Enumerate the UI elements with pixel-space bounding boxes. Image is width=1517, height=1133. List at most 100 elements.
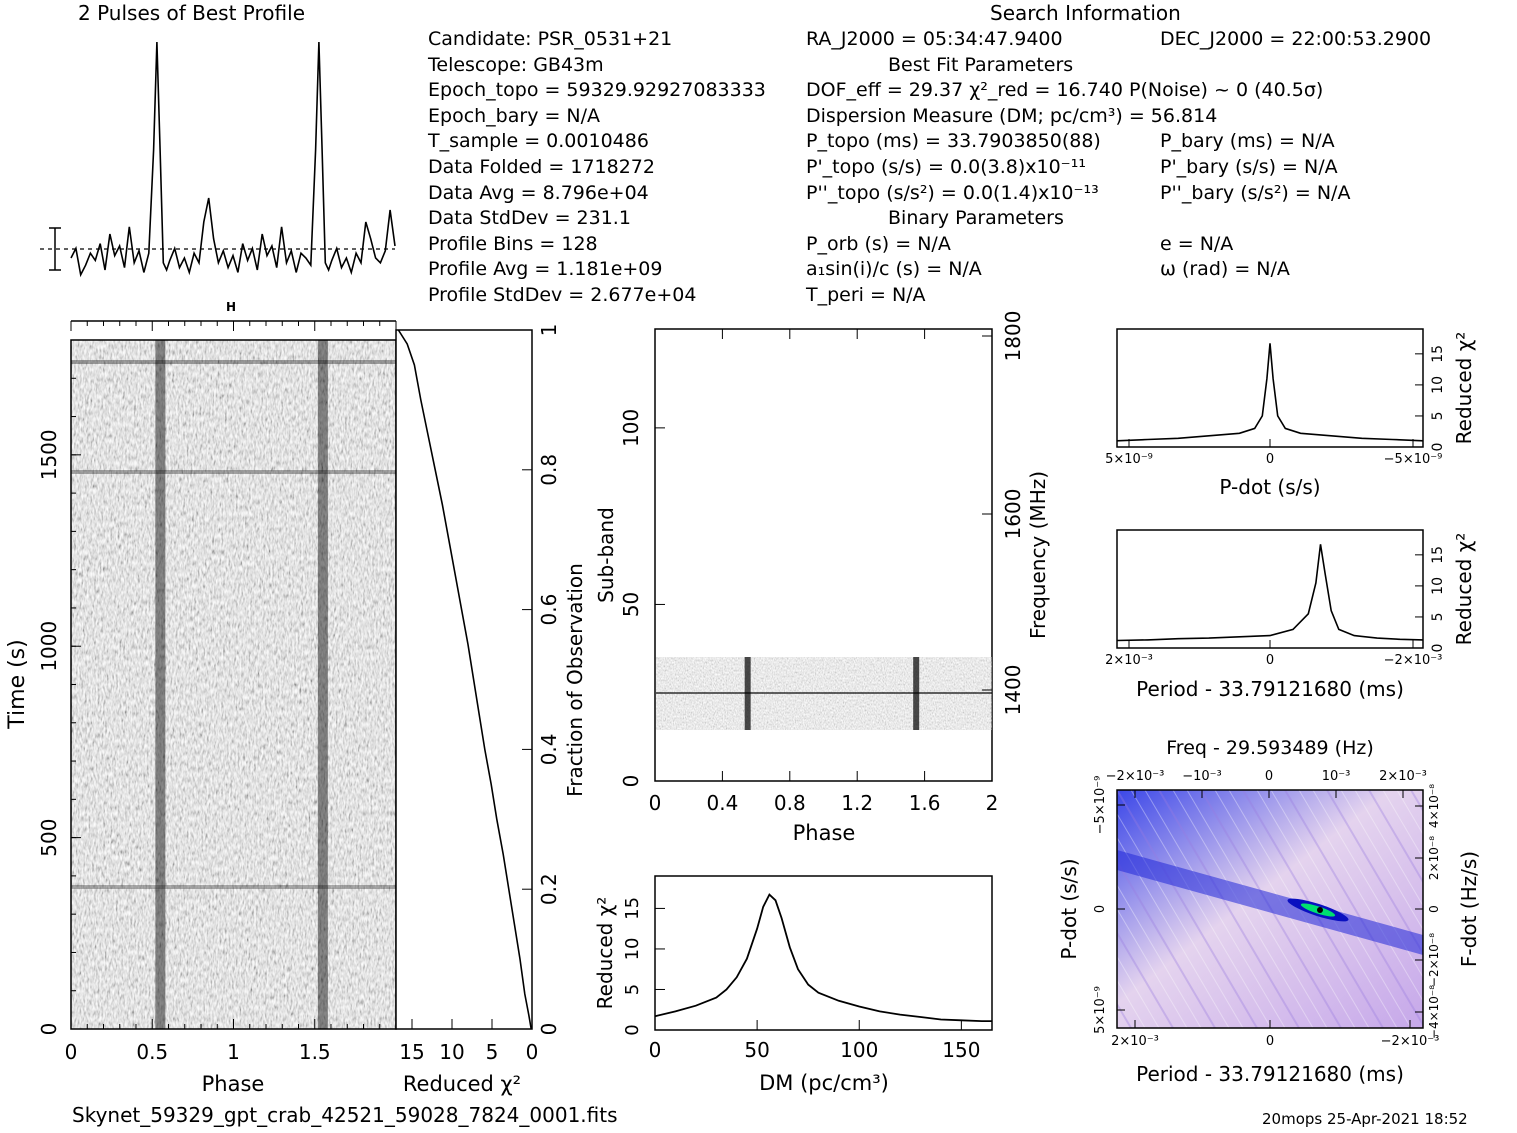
- search-title: Search Information: [990, 1, 1181, 25]
- sb-y2label: Frequency (MHz): [1026, 471, 1050, 639]
- ptopo-line: P_topo (ms) = 33.7903850(88): [806, 130, 1101, 153]
- profile-title: 2 Pulses of Best Profile: [78, 1, 305, 25]
- pdot-xtick-label: 0: [1266, 452, 1274, 467]
- profile-plot: [40, 41, 396, 278]
- dm-xtick-label: 50: [744, 1038, 769, 1062]
- sb-ytick-label: 100: [619, 409, 643, 447]
- sb-xlabel: Phase: [793, 821, 856, 845]
- ra-line: RA_J2000 = 05:34:47.9400: [806, 28, 1063, 50]
- tp-xtick-label: 0.5: [136, 1040, 168, 1064]
- time-stripe-3: [71, 885, 396, 889]
- period-curve: [1116, 544, 1424, 642]
- dm-xtick-label: 100: [840, 1038, 878, 1062]
- period-xtick-label: −2×10⁻³: [1384, 653, 1443, 668]
- tsample-line: T_sample = 0.0010486: [428, 130, 649, 153]
- tc-ytick-label: 0.2: [537, 873, 561, 905]
- tc-ytick-label: 0.6: [537, 594, 561, 626]
- pddtopo-line: P''_topo (s/s²) = 0.0(1.4)x10⁻¹³: [806, 181, 1099, 204]
- sb-xtick-label: 0.4: [706, 791, 738, 815]
- period-ylabel: Reduced χ²: [1452, 533, 1476, 646]
- footer-stamp: 20mops 25-Apr-2021 18:52: [1262, 1110, 1468, 1128]
- dm-panel: 0 50 100 150 0 5 10 15 DM (pc/cm³) Reduced χ²: [593, 875, 993, 1095]
- pbary-line: P_bary (ms) = N/A: [1160, 130, 1335, 153]
- pdot-ytick-label: 15: [1430, 345, 1446, 363]
- time-stripe-2: [71, 470, 396, 474]
- ppdot-ridge: [1117, 850, 1423, 955]
- pdot-ytick-label: 10: [1430, 376, 1446, 394]
- pp-ytick-label: −5×10⁻⁹: [1093, 776, 1108, 835]
- tc-ytick-label: 1: [537, 324, 561, 337]
- pulse-column-2: [317, 340, 328, 1029]
- pdot-xtick-label: 5×10⁻⁹: [1105, 452, 1153, 467]
- sb-y2tick-label: 1400: [1001, 665, 1025, 716]
- data-stddev-line: Data StdDev = 231.1: [428, 207, 631, 230]
- period-xtick-label: 2×10⁻³: [1105, 653, 1153, 668]
- profile-bins-line: Profile Bins = 128: [428, 232, 598, 255]
- dof-line: DOF_eff = 29.37 χ²_red = 16.740 P(Noise)…: [806, 79, 1324, 102]
- pp-y2tick-label: 0: [1427, 905, 1441, 913]
- candidate-line: Candidate: PSR_0531+21: [428, 28, 673, 50]
- tp-ytick-label: 1000: [37, 621, 61, 672]
- pp-title: Freq - 29.593489 (Hz): [1166, 737, 1374, 759]
- time-phase-panel: 0 0.5 1 1.5 0 500 1000 1500 Phase Time (s) H: [5, 300, 397, 1096]
- chi-vs-time-line: [397, 329, 532, 1030]
- tp-xtick-label: 1: [227, 1040, 240, 1064]
- pp-toptick-label: 10⁻³: [1322, 769, 1351, 784]
- time-stripe-1: [71, 360, 396, 364]
- tc-ylabel: Fraction of Observation: [563, 563, 587, 797]
- pdot-xtick-label: −5×10⁻⁹: [1384, 452, 1443, 467]
- tc-xtick-label: 0: [526, 1040, 539, 1064]
- pp-ylabel: P-dot (s/s): [1057, 858, 1081, 959]
- ecc-line: e = N/A: [1160, 232, 1234, 255]
- porb-line: P_orb (s) = N/A: [806, 232, 951, 255]
- svg-text:H: H: [226, 300, 236, 314]
- telescope-line: Telescope: GB43m: [428, 53, 604, 76]
- tc-xlabel: Reduced χ²: [403, 1072, 521, 1096]
- dm-curve: [654, 893, 992, 1022]
- pdtopo-line: P'_topo (s/s) = 0.0(3.8)x10⁻¹¹: [806, 155, 1086, 178]
- sb-ytick-label: 50: [619, 592, 643, 617]
- dm-xtick-label: 150: [942, 1038, 980, 1062]
- sb-ytick-label: 0: [619, 775, 643, 788]
- pdot-ytick-label: 5: [1430, 411, 1446, 420]
- time-phase-heatmap: [71, 340, 396, 1029]
- footer-filename: Skynet_59329_gpt_crab_42521_59028_7824_0…: [72, 1103, 618, 1127]
- tc-xtick-label: 10: [439, 1040, 464, 1064]
- info-col3: DEC_J2000 = 22:00:53.2900 P_bary (ms) = …: [1160, 27, 1431, 309]
- pddbary-line: P''_bary (s/s²) = N/A: [1160, 181, 1351, 204]
- dm-ytick-label: 15: [622, 897, 643, 920]
- subband-panel: 0 0.4 0.8 1.2 1.6 2 0 50 100 1400 1600 1800 Phase Sub…: [594, 311, 1050, 845]
- tc-ytick-label: 0: [537, 1023, 561, 1036]
- sb-y2tick-label: 1600: [1001, 489, 1025, 540]
- pp-ytick-label: 5×10⁻⁹: [1093, 986, 1108, 1034]
- pp-y2tick-label: −2×10⁻⁸: [1427, 933, 1441, 987]
- pdot-ylabel: Reduced χ²: [1452, 332, 1476, 445]
- best-fit-heading: Best Fit Parameters: [888, 53, 1074, 76]
- pdbary-line: P'_bary (s/s) = N/A: [1160, 155, 1338, 178]
- dm-ytick-label: 10: [622, 937, 643, 960]
- tp-ytick-label: 500: [37, 819, 61, 857]
- period-xlabel: Period - 33.79121680 (ms): [1136, 677, 1404, 701]
- pp-xtick-label: 0: [1266, 1034, 1274, 1049]
- period-ytick-label: 10: [1430, 577, 1446, 595]
- pp-toptick-label: −2×10⁻³: [1106, 769, 1165, 784]
- sb-xtick-label: 0.8: [774, 791, 806, 815]
- pdot-curve: [1116, 343, 1424, 442]
- tp-ytick-label: 0: [37, 1023, 61, 1036]
- pp-y2label: F-dot (Hz/s): [1457, 851, 1481, 967]
- tc-ytick-label: 0.4: [537, 733, 561, 765]
- dm-ytick-label: 5: [622, 984, 643, 995]
- pdot-ytick-label: 0: [1430, 443, 1446, 452]
- info-col2: RA_J2000 = 05:34:47.9400 Best Fit Parame…: [806, 27, 1323, 309]
- profile-errorbar: [49, 227, 61, 271]
- dec-line: DEC_J2000 = 22:00:53.2900: [1160, 28, 1432, 50]
- dm-line: Dispersion Measure (DM; pc/cm³) = 56.814: [806, 104, 1218, 127]
- period-ytick-label: 5: [1430, 612, 1446, 621]
- pdot-xlabel: P-dot (s/s): [1219, 475, 1320, 499]
- tp-ylabel: Time (s): [5, 639, 30, 729]
- profile-line: [70, 41, 396, 278]
- dm-xtick-label: 0: [649, 1038, 662, 1062]
- epoch-topo-line: Epoch_topo = 59329.92927083333: [428, 79, 766, 102]
